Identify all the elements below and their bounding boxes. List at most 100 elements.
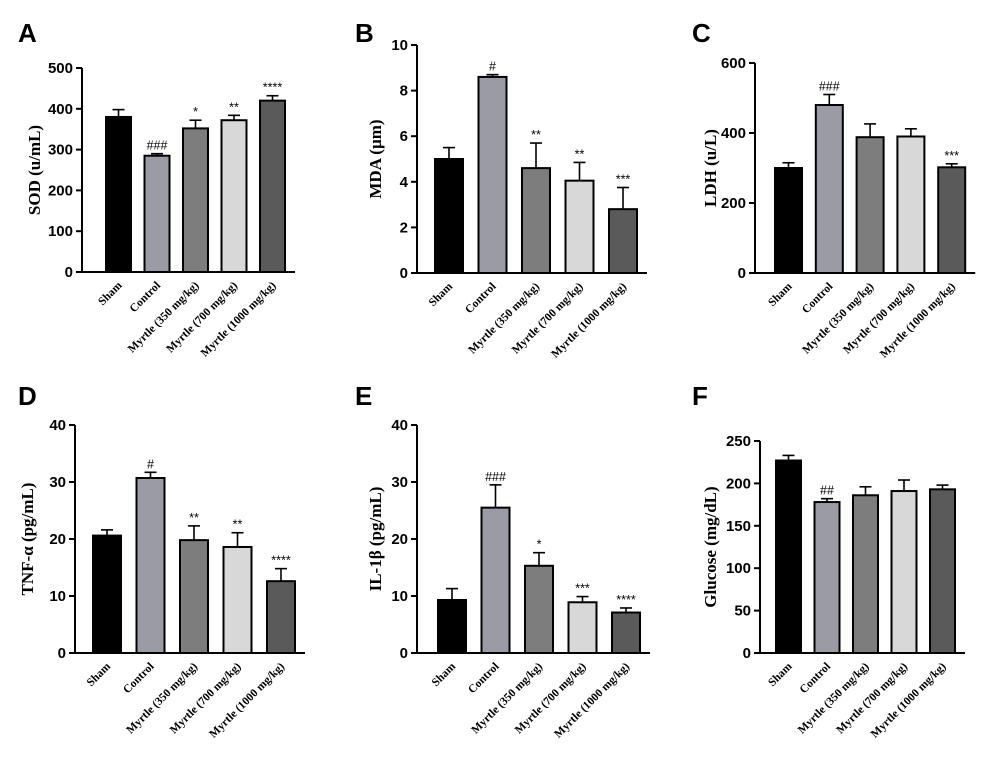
x-category-label: Myrtle (350 mg/kg): [800, 281, 876, 357]
significance-label: *: [537, 538, 542, 552]
x-category-label: Sham: [430, 660, 459, 689]
bar: [434, 158, 464, 274]
x-category-label: Myrtle (700 mg/kg): [834, 661, 910, 737]
bar: [220, 119, 248, 273]
x-category-label: Myrtle (350 mg/kg): [126, 280, 202, 356]
bar: [608, 208, 638, 275]
x-category-label: Sham: [96, 279, 125, 308]
bar: [179, 539, 209, 655]
significance-label: ###: [485, 470, 506, 484]
x-category-label: Myrtle (700 mg/kg): [164, 280, 240, 356]
significance-label: **: [229, 100, 239, 114]
bar: [143, 154, 171, 273]
y-tick-label: 0: [400, 265, 408, 282]
significance-label: ****: [263, 81, 283, 95]
y-tick-label: 0: [65, 264, 73, 281]
y-tick-label: 40: [49, 417, 66, 434]
y-tick-label: 400: [721, 125, 746, 142]
significance-label: #: [489, 60, 496, 74]
x-category-label: Sham: [766, 280, 795, 309]
bar: [92, 534, 122, 655]
panel-letter: B: [355, 18, 374, 48]
x-category-label: Control: [466, 661, 501, 696]
x-category-label: Myrtle (1000 mg/kg): [552, 661, 632, 741]
x-category-label: Control: [128, 280, 163, 315]
bar: [929, 488, 956, 654]
y-tick-label: 100: [48, 223, 73, 240]
bar: [896, 135, 926, 274]
y-tick-label: 200: [726, 475, 751, 492]
significance-label: ****: [616, 593, 636, 607]
y-axis-label: Glucose (mg/dL): [701, 486, 720, 607]
significance-label: **: [233, 518, 243, 532]
x-category-label: Myrtle (1000 mg/kg): [207, 661, 287, 741]
bar: [259, 99, 286, 273]
bar: [105, 115, 132, 273]
y-tick-label: 150: [726, 518, 751, 535]
significance-label: ###: [819, 80, 840, 94]
y-tick-label: 600: [721, 55, 746, 72]
significance-label: ***: [616, 173, 631, 187]
y-tick-label: 0: [738, 265, 746, 282]
y-tick-label: 100: [726, 560, 751, 577]
y-tick-label: 400: [48, 101, 73, 118]
x-category-label: Myrtle (1000 mg/kg): [869, 661, 949, 741]
y-tick-label: 2: [400, 219, 408, 236]
x-category-label: Sham: [85, 660, 114, 689]
significance-label: *: [193, 105, 198, 119]
bar: [437, 598, 467, 654]
y-axis-label: MDA (µm): [366, 119, 385, 198]
significance-label: **: [189, 511, 199, 525]
bar: [852, 494, 879, 654]
bar: [521, 167, 551, 274]
x-category-label: Control: [798, 661, 833, 696]
bar: [774, 167, 803, 274]
y-tick-label: 0: [743, 645, 751, 662]
y-axis-label: LDH (u/L): [701, 129, 720, 207]
panel-letter: D: [18, 381, 37, 411]
x-category-label: Sham: [427, 280, 456, 309]
bar: [266, 580, 296, 654]
y-tick-label: 10: [391, 37, 408, 54]
x-category-label: Control: [121, 661, 156, 696]
bar: [611, 611, 641, 655]
panel-letter: E: [355, 381, 372, 411]
bar: [564, 179, 595, 274]
bar: [524, 564, 554, 654]
bar: [890, 490, 918, 655]
x-category-label: Sham: [766, 660, 795, 689]
x-category-label: Myrtle (1000 mg/kg): [878, 281, 958, 361]
y-tick-label: 500: [48, 60, 73, 77]
panel-letter: A: [18, 18, 37, 48]
y-tick-label: 50: [734, 603, 751, 620]
bar: [135, 477, 166, 655]
y-tick-label: 20: [49, 531, 66, 548]
y-tick-label: 10: [49, 588, 66, 605]
bar: [567, 601, 598, 655]
bar: [480, 506, 511, 654]
y-tick-label: 6: [400, 128, 408, 145]
significance-label: ****: [271, 554, 291, 568]
panel-letter: C: [692, 18, 711, 48]
significance-label: ###: [147, 139, 168, 153]
significance-label: **: [575, 147, 585, 161]
y-tick-label: 10: [391, 588, 408, 605]
y-tick-label: 30: [391, 474, 408, 491]
significance-label: ##: [820, 484, 834, 498]
x-category-label: Myrtle (1000 mg/kg): [549, 281, 629, 361]
y-tick-label: 20: [391, 531, 408, 548]
bar: [222, 545, 253, 654]
y-tick-label: 0: [58, 645, 66, 662]
y-tick-label: 4: [400, 174, 409, 191]
y-tick-label: 200: [721, 195, 746, 212]
bar: [775, 459, 802, 654]
y-tick-label: 30: [49, 474, 66, 491]
y-tick-label: 200: [48, 182, 73, 199]
x-category-label: Control: [800, 281, 835, 316]
x-category-label: Myrtle (1000 mg/kg): [199, 280, 279, 360]
significance-label: ***: [944, 149, 959, 163]
x-category-label: Myrtle (350 mg/kg): [796, 661, 872, 737]
y-tick-label: 40: [391, 417, 408, 434]
y-tick-label: 300: [48, 142, 73, 159]
